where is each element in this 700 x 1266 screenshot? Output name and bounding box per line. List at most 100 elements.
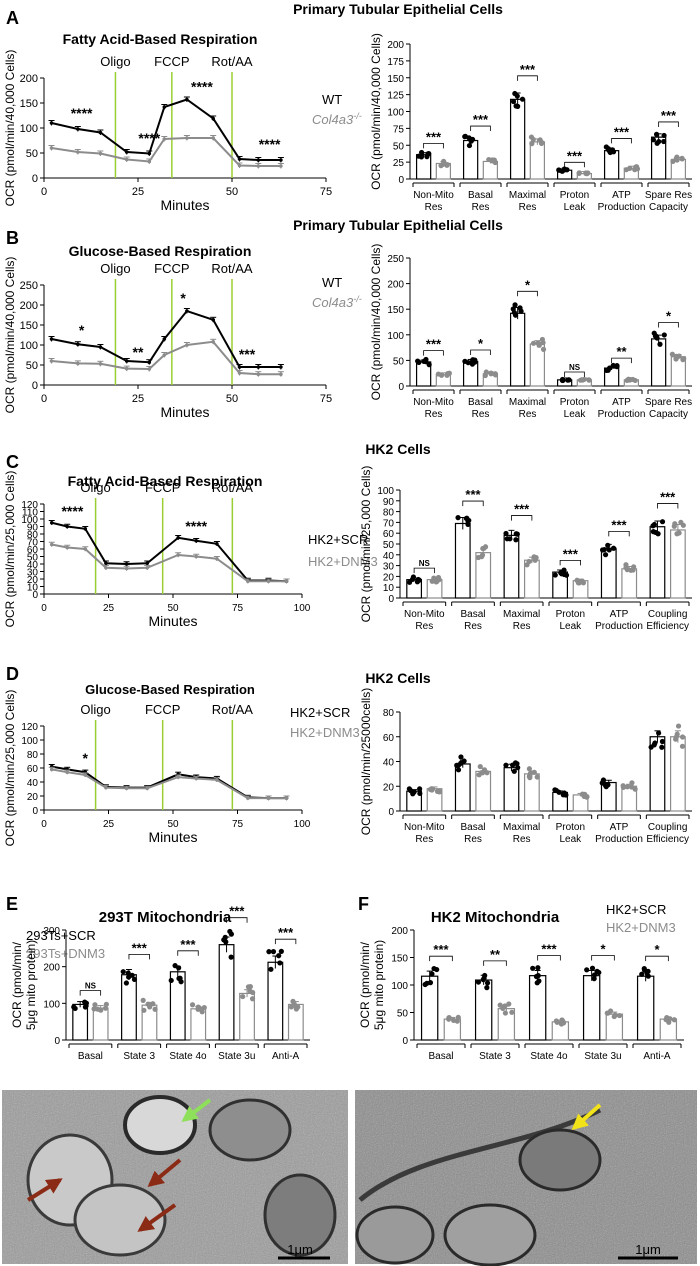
category-label: State 4o <box>530 1051 568 1062</box>
data-point <box>228 954 234 960</box>
data-point <box>279 365 283 369</box>
data-point <box>526 558 532 565</box>
significance-label: *** <box>567 148 583 163</box>
title-C-line: Fatty Acid-Based Respiration <box>68 473 263 489</box>
panel-letter-E: E <box>6 894 18 914</box>
data-point <box>211 136 215 140</box>
data-point <box>659 744 665 750</box>
significance-label: *** <box>426 337 442 352</box>
data-point <box>141 1007 147 1013</box>
significance-label: *** <box>541 941 557 956</box>
data-point <box>145 565 149 570</box>
y-tick-label: 175 <box>387 57 404 68</box>
bar <box>669 529 686 599</box>
data-point <box>676 353 682 359</box>
data-point <box>145 561 149 566</box>
data-point <box>104 561 108 566</box>
data-point <box>581 792 587 798</box>
y-axis-label-text: 5μg mito protein) <box>372 940 386 1030</box>
data-point <box>554 1019 560 1025</box>
significance-bracket <box>413 567 435 574</box>
data-point <box>650 523 656 529</box>
data-point <box>211 340 215 344</box>
category-label: Res <box>472 409 490 420</box>
significance-label: **** <box>191 79 213 95</box>
data-point <box>185 97 189 102</box>
data-point <box>626 165 633 172</box>
data-point <box>561 167 567 173</box>
x-tick-label: 0 <box>41 393 47 405</box>
data-point <box>605 542 611 548</box>
y-tick-label: 50 <box>393 141 405 152</box>
data-point <box>211 318 215 322</box>
data-point <box>552 787 558 793</box>
heading-B: Primary Tubular Epithelial Cells <box>293 217 503 233</box>
y-tick-label: 200 <box>391 926 408 937</box>
x-tick-label: 25 <box>132 186 144 198</box>
significance-bracket <box>470 349 491 356</box>
data-point <box>246 796 250 800</box>
y-tick-label: 100 <box>21 736 38 747</box>
data-point <box>539 139 545 145</box>
data-point <box>245 984 252 990</box>
y-tick-label: 0 <box>32 380 38 392</box>
significance-label: *** <box>132 940 148 955</box>
data-point <box>540 340 546 346</box>
title-B-line: Glucose-Based Respiration <box>69 243 252 259</box>
category-label: Res <box>425 202 443 213</box>
mitochondrion <box>443 1203 537 1266</box>
data-point <box>620 784 627 790</box>
y-tick-label: 40 <box>27 560 39 571</box>
y-axis-label: OCR (pmol/min/5μg mito protein) <box>358 940 386 1030</box>
y-tick-label: 150 <box>387 74 404 85</box>
data-point <box>481 545 487 551</box>
data-point <box>584 967 590 973</box>
data-point <box>49 337 54 341</box>
data-point <box>284 796 289 800</box>
data-point <box>270 949 277 955</box>
data-point <box>600 777 606 784</box>
category-label: Coupling <box>648 822 687 833</box>
significance-bracket <box>658 121 679 127</box>
significance-label: *** <box>660 490 676 505</box>
significance-bracket <box>423 350 444 356</box>
data-point <box>659 519 666 525</box>
data-point <box>606 547 612 553</box>
legend-B-control: WT <box>322 275 342 290</box>
significance-bracket <box>564 371 585 378</box>
category-label: Coupling <box>648 609 687 620</box>
micrograph-right: 1μm <box>355 1090 697 1266</box>
y-tick-label: 200 <box>387 40 404 51</box>
data-point <box>83 547 88 551</box>
category-label: Basal <box>428 1051 453 1062</box>
data-point <box>680 522 686 528</box>
data-point <box>147 151 152 156</box>
y-tick-label: 70 <box>383 518 395 529</box>
y-tick-label: 0 <box>398 382 404 393</box>
series-line <box>51 765 287 800</box>
data-point <box>406 579 413 585</box>
data-point <box>189 1002 196 1008</box>
category-label: Res <box>425 409 443 420</box>
data-point <box>438 372 445 378</box>
category-label: Production <box>595 834 643 845</box>
significance-label: * <box>666 309 672 324</box>
y-tick-label: 125 <box>387 91 404 102</box>
data-point <box>426 362 432 368</box>
series-line <box>51 137 281 167</box>
data-point <box>616 1012 623 1019</box>
data-point <box>674 531 680 537</box>
data-point <box>429 787 435 793</box>
data-point <box>417 790 423 797</box>
data-point <box>215 541 219 546</box>
data-point <box>510 98 517 105</box>
data-point <box>679 155 685 161</box>
significance-bracket <box>611 357 632 364</box>
category-label: Res <box>415 621 433 632</box>
data-point <box>535 965 541 971</box>
data-point <box>651 330 657 336</box>
data-point <box>418 154 425 160</box>
significance-label: *** <box>473 112 489 127</box>
data-point <box>656 138 662 145</box>
y-tick-label: 30 <box>27 568 39 579</box>
